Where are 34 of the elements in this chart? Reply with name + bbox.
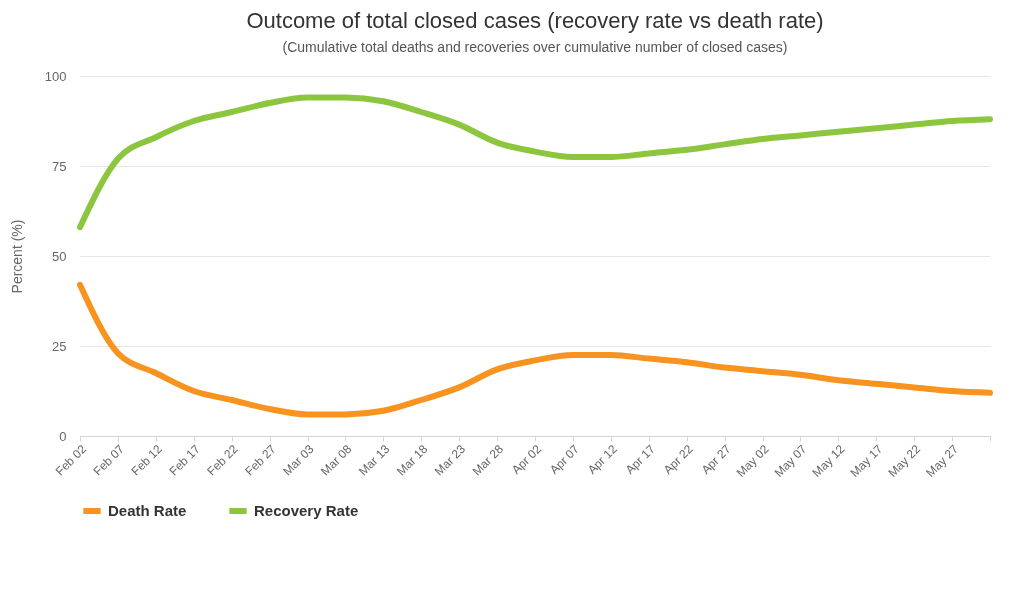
x-tick-label: May 07	[771, 441, 810, 480]
y-tick-label: 50	[52, 248, 67, 264]
x-tick-label: Mar 03	[280, 441, 317, 479]
y-tick-label: 100	[44, 68, 67, 84]
x-tick-label: Feb 02	[52, 441, 90, 479]
chart-title: Outcome of total closed cases (recovery rate vs death rate)	[246, 8, 824, 33]
x-tick-label: Mar 08	[318, 441, 355, 479]
x-tick-label: May 12	[809, 441, 848, 480]
x-tick-label: Mar 23	[431, 441, 469, 479]
chart-subtitle: (Cumulative total deaths and recoveries over cumulative number of closed cases)	[282, 39, 788, 55]
x-tick-label: Apr 17	[622, 441, 658, 477]
x-tick-label: Apr 02	[509, 441, 545, 477]
x-tick-label: Feb 27	[242, 441, 279, 479]
x-tick-label: Apr 22	[660, 441, 696, 477]
x-tick-label: Mar 13	[356, 441, 393, 479]
y-tick-label: 25	[52, 338, 67, 354]
y-axis-title: Percent (%)	[8, 219, 25, 294]
legend-label: Recovery Rate	[254, 502, 359, 519]
y-tick-label: 75	[52, 158, 67, 174]
x-tick-label: Feb 22	[204, 441, 241, 479]
x-tick-label: Feb 07	[90, 441, 128, 479]
x-tick-label: Feb 17	[166, 441, 203, 479]
x-tick-label: May 17	[847, 441, 886, 480]
x-tick-label: Apr 27	[698, 441, 734, 477]
x-tick-label: May 22	[885, 441, 924, 480]
x-tick-label: May 27	[923, 441, 962, 480]
x-tick-label: Mar 28	[469, 441, 507, 479]
x-tick-label: May 02	[733, 441, 772, 480]
x-tick-label: Apr 07	[547, 441, 583, 477]
legend-label: Death Rate	[108, 502, 187, 519]
x-tick-label: Apr 12	[584, 441, 621, 477]
x-tick-label: Feb 12	[128, 441, 166, 479]
x-tick-label: Mar 18	[393, 441, 431, 479]
y-tick-label: 0	[59, 428, 67, 444]
